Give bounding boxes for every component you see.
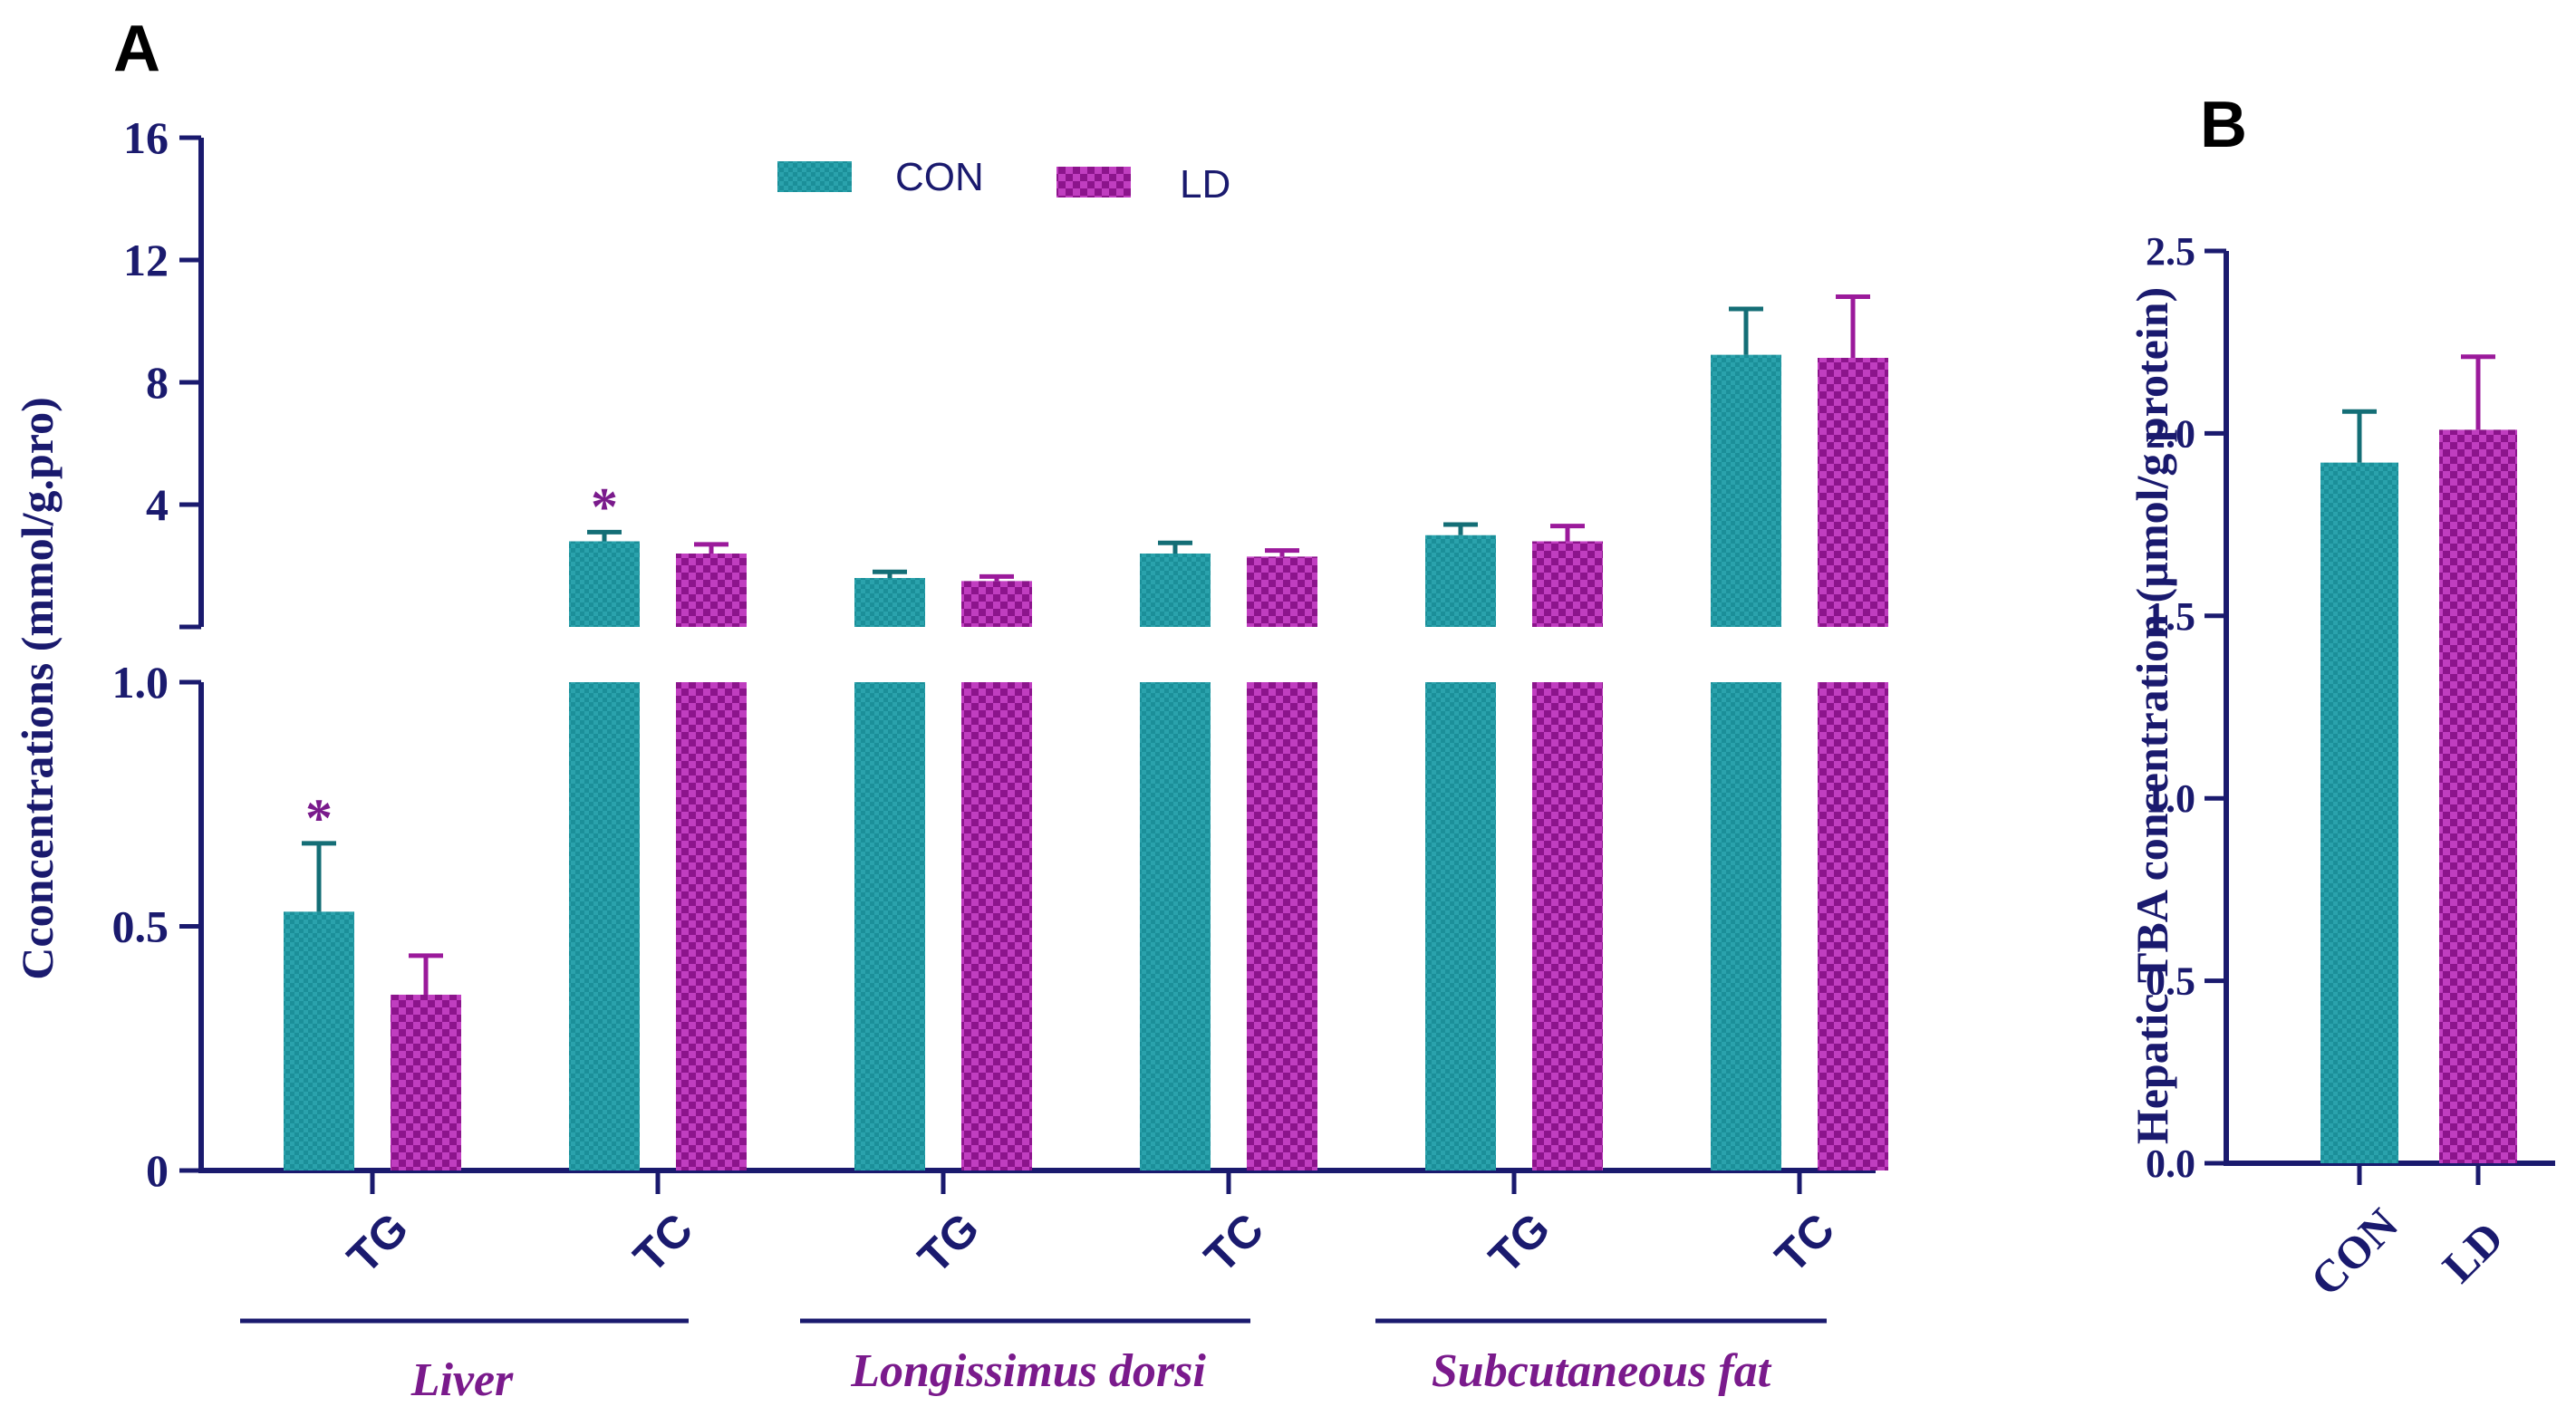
legend-label-con: CON bbox=[895, 155, 984, 199]
panel-b-y-tick-label: 2.5 bbox=[2146, 229, 2195, 274]
panel-a: A Cconcentrations (mmol/g.pro) 0 0.5 1.0 4 8… bbox=[12, 13, 1888, 1406]
bar-ld-4-lower bbox=[1532, 682, 1603, 1170]
y-tick-label: 0 bbox=[146, 1145, 169, 1196]
bar-ld-2-upper bbox=[961, 581, 1032, 627]
panel-a-x-tick-labels: TG TC TG TC TG TC bbox=[338, 1170, 1845, 1284]
bar-con-3-lower bbox=[1140, 682, 1211, 1170]
bar-con-2-lower bbox=[854, 682, 925, 1170]
panel-a-error-bars: ** bbox=[302, 294, 1870, 995]
panel-b-y-tick-label: 2.0 bbox=[2146, 411, 2195, 456]
bar-ld-5-lower bbox=[1818, 682, 1888, 1170]
bar-con-3-upper bbox=[1140, 554, 1211, 627]
group-label-longissimus-dorsi: Longissimus dorsi bbox=[850, 1345, 1206, 1397]
bar-con-4-lower bbox=[1425, 682, 1496, 1170]
panel-b: B Hepatic TBA concentration (µmol/g prot… bbox=[2127, 89, 2555, 1305]
x-tick-label: TG bbox=[338, 1203, 419, 1284]
bar-ld-2-lower bbox=[961, 682, 1032, 1170]
bar-con-4-upper bbox=[1425, 535, 1496, 627]
legend-swatch-con bbox=[777, 161, 852, 192]
panel-b-x-tick-labels: CON LD bbox=[2301, 1163, 2513, 1305]
bar-ld-1-upper bbox=[676, 554, 747, 627]
panel-b-y-axis-label: Hepatic TBA concentration (µmol/g protei… bbox=[2127, 287, 2177, 1144]
x-tick-label: TC bbox=[1766, 1204, 1845, 1283]
panel-a-axes: 0 0.5 1.0 4 8 12 16 bbox=[112, 112, 1876, 1196]
y-tick-label: 0.5 bbox=[112, 901, 169, 952]
group-label-liver: Liver bbox=[410, 1354, 514, 1406]
bar-ld-4-upper bbox=[1532, 541, 1603, 627]
panel-b-x-tick-label: CON bbox=[2301, 1199, 2407, 1305]
x-tick-label: TG bbox=[909, 1203, 989, 1284]
panel-b-bar-con bbox=[2320, 462, 2398, 1163]
group-label-subcutaneous-fat: Subcutaneous fat bbox=[1432, 1345, 1772, 1397]
y-tick-label: 16 bbox=[123, 112, 169, 163]
panel-b-bars bbox=[2320, 354, 2517, 1163]
y-tick-label: 4 bbox=[146, 479, 169, 530]
panel-a-label: A bbox=[113, 13, 160, 85]
panel-b-y-tick-label: 0.0 bbox=[2146, 1141, 2195, 1186]
significance-star: * bbox=[305, 788, 333, 848]
bar-con-2-upper bbox=[854, 578, 925, 627]
bar-con-1-lower bbox=[569, 682, 640, 1170]
legend-swatch-ld bbox=[1056, 167, 1131, 197]
panel-b-label: B bbox=[2200, 89, 2247, 161]
bar-ld-5-upper bbox=[1818, 358, 1888, 627]
bar-con-5-lower bbox=[1711, 682, 1781, 1170]
panel-b-y-tick-label: 0.5 bbox=[2146, 959, 2195, 1004]
panel-b-axes: 0.0 0.5 1.0 1.5 2.0 2.5 bbox=[2146, 229, 2555, 1186]
panel-b-y-tick-label: 1.5 bbox=[2146, 594, 2195, 639]
bar-ld-0 bbox=[391, 994, 461, 1170]
y-tick-label: 12 bbox=[123, 235, 169, 285]
legend-label-ld: LD bbox=[1180, 162, 1230, 207]
x-tick-label: TC bbox=[624, 1204, 703, 1283]
panel-b-y-tick-label: 1.0 bbox=[2146, 776, 2195, 821]
x-tick-label: TC bbox=[1195, 1204, 1274, 1283]
bar-con-1-upper bbox=[569, 541, 640, 627]
bar-ld-3-upper bbox=[1247, 556, 1317, 627]
bar-ld-1-lower bbox=[676, 682, 747, 1170]
panel-a-y-axis-label: Cconcentrations (mmol/g.pro) bbox=[12, 397, 63, 979]
panel-a-legend: CON LD bbox=[777, 155, 1230, 207]
panel-b-x-tick-label: LD bbox=[2433, 1212, 2513, 1293]
bar-con-5-upper bbox=[1711, 354, 1781, 627]
panel-a-group-labels: Liver Longissimus dorsi Subcutaneous fat bbox=[240, 1318, 1827, 1406]
panel-a-bars bbox=[284, 354, 1888, 1170]
panel-b-bar-ld bbox=[2439, 429, 2517, 1163]
bar-con-0 bbox=[284, 911, 354, 1170]
significance-star: * bbox=[591, 477, 618, 536]
x-tick-label: TG bbox=[1480, 1203, 1560, 1284]
y-tick-label: 1.0 bbox=[112, 657, 169, 708]
y-tick-label: 8 bbox=[146, 357, 169, 408]
bar-ld-3-lower bbox=[1247, 682, 1317, 1170]
